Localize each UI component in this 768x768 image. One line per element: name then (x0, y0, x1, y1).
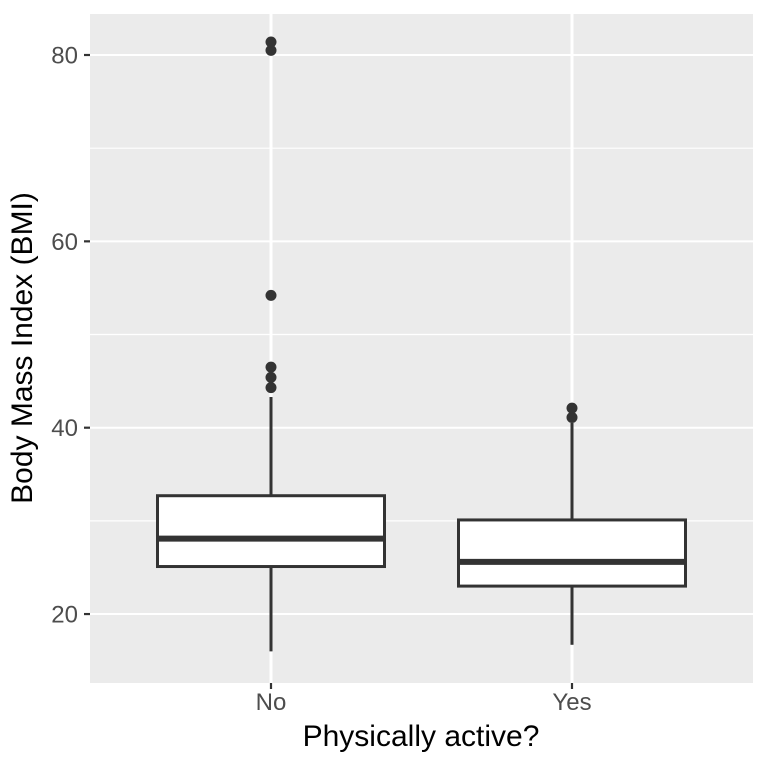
outlier-point (265, 289, 277, 301)
y-tick-label: 60 (51, 229, 78, 256)
x-tick-label: Yes (552, 689, 591, 716)
y-tick-label: 40 (51, 415, 78, 442)
axes: 20 40 60 80 No Yes (51, 42, 591, 716)
boxplot-no (156, 36, 386, 652)
boxplot-yes (457, 402, 687, 645)
y-tick-label: 20 (51, 602, 78, 629)
y-tick-label: 80 (51, 42, 78, 69)
iqr-box (156, 494, 386, 569)
outlier-point (566, 411, 578, 423)
outlier-point (265, 44, 277, 56)
y-axis-title: Body Mass Index (BMI) (6, 192, 39, 504)
outlier-point (265, 371, 277, 383)
outlier-point (265, 36, 277, 48)
iqr-box (457, 518, 687, 588)
outlier-point (265, 361, 277, 373)
plot-panel (90, 14, 753, 683)
x-axis-title: Physically active? (303, 720, 540, 753)
outlier-point (265, 382, 277, 394)
x-tick-label: No (256, 689, 287, 716)
outlier-point (566, 402, 578, 414)
